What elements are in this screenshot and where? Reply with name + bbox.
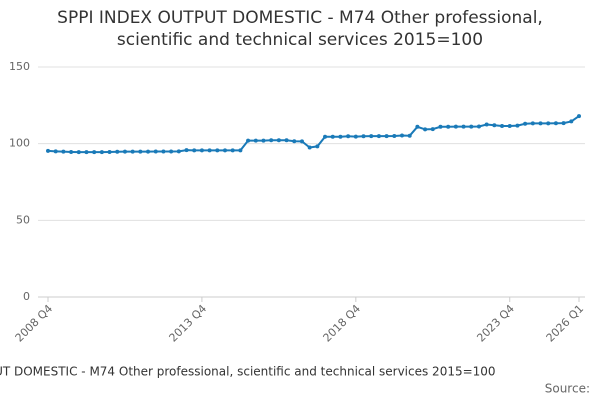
point: [523, 121, 528, 126]
point: [369, 134, 374, 139]
point: [400, 133, 404, 138]
point: [230, 148, 235, 153]
point: [515, 123, 520, 128]
y-tick-label: 150: [9, 60, 30, 73]
point: [338, 134, 343, 139]
point: [438, 124, 443, 129]
point: [492, 123, 497, 128]
point: [569, 119, 574, 124]
point: [538, 121, 543, 126]
point: [415, 124, 420, 129]
point: [246, 138, 251, 143]
point: [484, 122, 489, 127]
y-tick-label: 100: [9, 137, 30, 150]
point: [561, 121, 566, 126]
x-tick-label: 2026 Q1: [544, 302, 587, 345]
point: [507, 124, 512, 129]
point: [423, 127, 428, 132]
point: [76, 150, 81, 155]
point: [292, 139, 297, 144]
point: [315, 144, 320, 149]
point: [276, 138, 281, 143]
chart-title: scientific and technical services 2015=1…: [117, 30, 483, 50]
chart-title: SPPI INDEX OUTPUT DOMESTIC - M74 Other p…: [57, 8, 543, 28]
point: [69, 149, 74, 154]
caption: SPPI INDEX OUTPUT DOMESTIC - M74 Other p…: [0, 365, 496, 379]
point: [453, 124, 458, 129]
point: [207, 148, 212, 153]
point: [253, 138, 258, 143]
point: [446, 124, 451, 129]
point: [269, 138, 274, 143]
point: [430, 127, 435, 132]
point: [169, 149, 174, 154]
point: [323, 134, 328, 139]
point: [99, 150, 104, 155]
point: [546, 121, 551, 126]
point: [192, 148, 197, 153]
point: [122, 149, 127, 154]
point: [61, 149, 66, 154]
point: [346, 134, 351, 139]
point: [361, 134, 366, 139]
point: [92, 150, 97, 155]
point: [261, 138, 266, 143]
point: [161, 149, 166, 154]
x-tick-label: 2023 Q4: [474, 302, 517, 345]
point: [376, 134, 381, 139]
point: [46, 148, 50, 153]
point: [384, 134, 389, 139]
point: [307, 145, 312, 150]
point: [284, 138, 289, 143]
point: [577, 114, 581, 119]
point: [353, 134, 358, 139]
point: [53, 149, 58, 154]
point: [299, 139, 304, 144]
point: [469, 124, 474, 129]
y-tick-label: 50: [16, 213, 30, 226]
point: [215, 148, 220, 153]
point: [199, 148, 204, 153]
point: [500, 124, 505, 129]
source: Source:: [545, 382, 590, 396]
point: [153, 149, 158, 154]
point: [407, 133, 412, 138]
point: [107, 149, 112, 154]
y-tick-label: 0: [23, 290, 30, 303]
point: [138, 149, 143, 154]
point: [115, 149, 120, 154]
point: [130, 149, 135, 154]
x-tick-label: 2013 Q4: [167, 302, 210, 345]
line: [47, 115, 580, 154]
point: [184, 148, 189, 153]
point: [146, 149, 151, 154]
point: [530, 121, 535, 126]
point: [223, 148, 227, 153]
point: [461, 124, 466, 129]
point: [476, 124, 481, 129]
x-tick-label: 2008 Q4: [13, 302, 56, 345]
point: [553, 121, 558, 126]
point: [84, 150, 89, 155]
point: [238, 148, 243, 153]
x-tick-label: 2018 Q4: [321, 302, 364, 345]
point: [392, 134, 397, 138]
point: [330, 134, 335, 139]
point: [176, 149, 181, 154]
